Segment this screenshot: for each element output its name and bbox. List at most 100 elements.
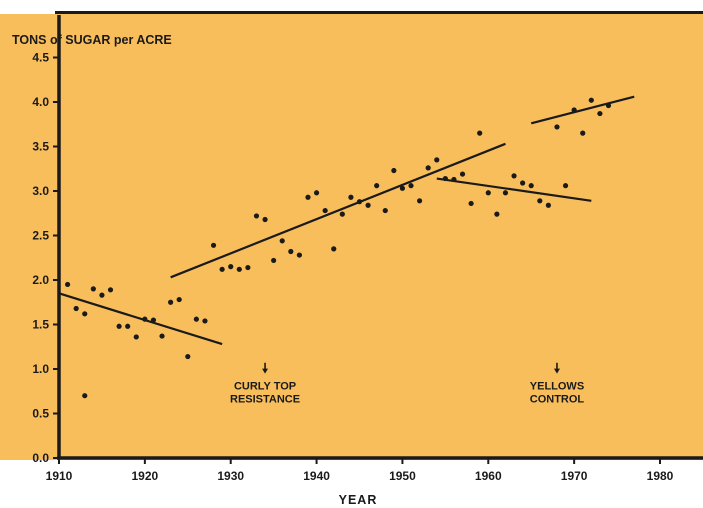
data-point (150, 317, 157, 323)
plot-background (0, 14, 703, 460)
data-point (331, 246, 337, 252)
data-point (228, 264, 234, 270)
data-point (477, 130, 483, 136)
data-point (322, 207, 328, 214)
data-point (485, 190, 491, 196)
trend-lines (58, 95, 635, 346)
data-point (210, 242, 217, 248)
data-point (245, 264, 251, 271)
annotation-label: YELLOWS (530, 381, 584, 393)
data-point (193, 316, 199, 322)
x-tick-label: 1960 (475, 469, 502, 483)
data-point (391, 167, 397, 174)
x-tick-label: 1980 (647, 469, 674, 483)
data-point (279, 238, 285, 244)
data-point (253, 213, 260, 219)
annotation-label: CURLY TOP (234, 381, 296, 393)
y-tick-label: 0.0 (32, 451, 49, 465)
y-axis-ticks: 0.0 0.5 1.0 1.5 2.0 2.5 3.0 3.5 4.0 4.5 (32, 51, 59, 465)
data-point (459, 171, 466, 177)
data-point (202, 318, 208, 324)
data-point (382, 207, 388, 214)
y-tick-label: 3.0 (32, 184, 49, 198)
data-point (374, 183, 380, 189)
x-tick-label: 1970 (561, 469, 588, 483)
data-point (425, 165, 431, 171)
data-point (348, 194, 354, 200)
data-point (434, 157, 440, 163)
data-point (271, 257, 277, 264)
data-point (305, 194, 311, 200)
y-tick-label: 1.0 (32, 362, 49, 376)
x-tick-label: 1950 (389, 469, 416, 483)
annotation-label: CONTROL (530, 394, 585, 406)
data-point (502, 190, 509, 196)
data-point (605, 102, 612, 109)
y-tick-label: 2.0 (32, 273, 49, 287)
annotation-arrowhead (262, 368, 269, 374)
trend-line (530, 95, 635, 125)
data-point (356, 199, 363, 205)
data-point (339, 211, 345, 217)
data-point (64, 281, 71, 288)
trend-line (436, 177, 592, 202)
y-axis-title: TONS of SUGAR per ACRE (12, 33, 172, 47)
data-point (597, 110, 603, 117)
data-point (99, 292, 105, 298)
x-axis-title: YEAR (339, 493, 378, 507)
data-point (451, 176, 457, 183)
x-axis-ticks: 1910 1920 1930 1940 1950 1960 1970 1980 (46, 458, 674, 483)
data-point (528, 183, 534, 189)
data-point (82, 393, 88, 399)
data-point (365, 202, 371, 208)
data-point (408, 183, 414, 189)
y-tick-label: 0.5 (32, 407, 49, 421)
data-point (125, 323, 131, 329)
y-tick-label: 4.0 (32, 95, 49, 109)
data-point (296, 252, 302, 258)
data-point (545, 202, 551, 208)
data-point (176, 296, 182, 303)
data-point (554, 124, 560, 130)
data-point (142, 316, 148, 322)
data-point (159, 333, 165, 339)
data-point (399, 185, 406, 191)
data-point (219, 266, 225, 272)
data-point (90, 286, 96, 292)
data-point (442, 175, 448, 182)
annotation-arrowhead (553, 368, 560, 374)
x-tick-label: 1940 (303, 469, 330, 483)
data-point (494, 211, 500, 217)
data-points (64, 97, 612, 399)
data-point (73, 305, 79, 312)
y-tick-label: 4.5 (32, 51, 49, 65)
data-point (417, 198, 423, 204)
data-point (571, 107, 577, 113)
x-tick-label: 1920 (132, 469, 159, 483)
data-point (133, 334, 139, 340)
x-tick-label: 1930 (217, 469, 244, 483)
data-point (588, 97, 594, 103)
data-point (116, 323, 122, 329)
annotation-label: RESISTANCE (230, 394, 300, 406)
data-point (537, 198, 543, 204)
data-point (82, 311, 88, 317)
data-point (262, 216, 268, 223)
trend-line (58, 292, 223, 346)
data-point (185, 353, 191, 360)
data-point (520, 180, 526, 186)
data-point (562, 183, 569, 189)
data-point (313, 190, 320, 196)
data-point (236, 266, 242, 272)
data-point (468, 200, 474, 207)
data-point (288, 248, 294, 255)
x-tick-label: 1910 (46, 469, 73, 483)
data-point (580, 130, 586, 136)
y-tick-label: 1.5 (32, 318, 49, 332)
data-point (168, 299, 174, 305)
plot-top-border (55, 11, 703, 14)
y-tick-label: 3.5 (32, 140, 49, 154)
